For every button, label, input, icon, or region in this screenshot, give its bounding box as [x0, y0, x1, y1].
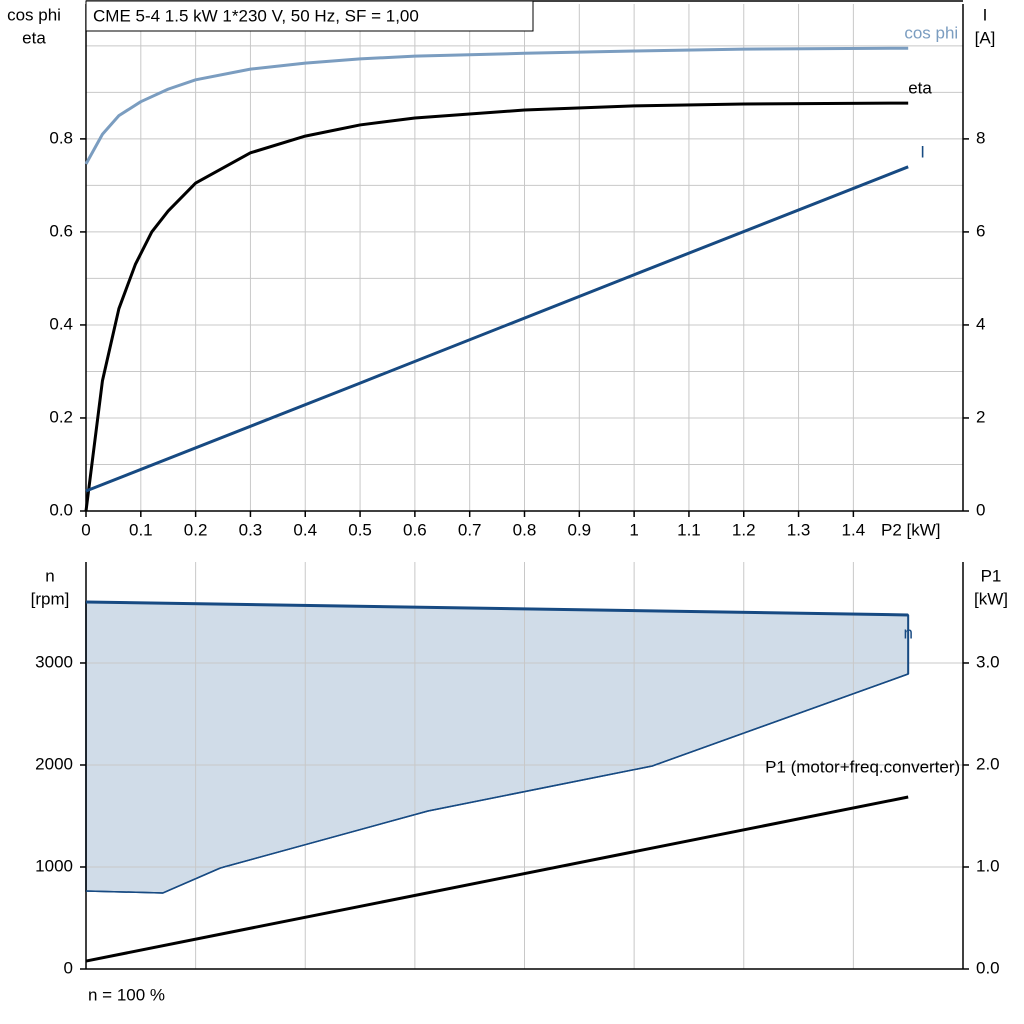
x-tick-label: 0.1	[129, 520, 153, 539]
x-tick-label: 1.4	[842, 520, 866, 539]
y-tick-label: 0.8	[49, 128, 73, 147]
y-tick-label: 3000	[35, 652, 73, 671]
y2-tick-label: 1.0	[976, 856, 1000, 875]
annotation: n = 100 %	[88, 985, 165, 1004]
x-axis-label: P2 [kW]	[881, 520, 941, 539]
x-tick-label: 0.8	[513, 520, 537, 539]
x-tick-label: 1.2	[732, 520, 756, 539]
title-box	[85, 0, 534, 32]
y-tick-label: 0.2	[49, 407, 73, 426]
y2-axis-label: P1	[981, 566, 1002, 585]
x-tick-label: 0.9	[567, 520, 591, 539]
y2-axis-label: [A]	[975, 28, 996, 47]
y2-tick-label: 3.0	[976, 652, 1000, 671]
y2-axis-label: [kW]	[974, 589, 1008, 608]
y-tick-label: 2000	[35, 754, 73, 773]
series-line	[85, 795, 909, 963]
y-axis-label: [rpm]	[31, 589, 70, 608]
series-line	[85, 600, 909, 617]
x-tick-label: 0.5	[348, 520, 372, 539]
y2-tick-label: 2	[976, 407, 985, 426]
x-tick-label: 0.7	[458, 520, 482, 539]
series-label: cos phi	[904, 24, 958, 43]
y-tick-label: 0	[64, 958, 73, 977]
y-tick-label: 0.4	[49, 314, 73, 333]
y-axis-label: cos phi	[7, 5, 61, 24]
y-axis-label: eta	[22, 28, 46, 47]
y2-tick-label: 8	[976, 128, 985, 147]
series-line	[84, 101, 909, 512]
y2-tick-label: 4	[976, 314, 985, 333]
range-area	[85, 601, 909, 894]
y2-tick-label: 0.0	[976, 958, 1000, 977]
series-label: eta	[908, 79, 932, 98]
y2-tick-label: 0	[976, 500, 985, 519]
series-line	[85, 165, 909, 493]
y-axis-label: n	[45, 566, 54, 585]
x-tick-label: 0.4	[293, 520, 317, 539]
x-tick-label: 1.1	[677, 520, 701, 539]
y2-axis-label: I	[983, 5, 988, 24]
x-tick-label: 1	[629, 520, 638, 539]
series-line	[85, 673, 909, 894]
y2-tick-label: 2.0	[976, 754, 1000, 773]
y-tick-label: 0.6	[49, 221, 73, 240]
y-tick-label: 0.0	[49, 500, 73, 519]
y2-tick-label: 6	[976, 221, 985, 240]
x-tick-label: 1.3	[787, 520, 811, 539]
x-tick-label: 0	[81, 520, 90, 539]
series-label: P1 (motor+freq.converter)	[765, 758, 960, 777]
y-tick-label: 1000	[35, 856, 73, 875]
x-tick-label: 0.2	[184, 520, 208, 539]
x-tick-label: 0.3	[239, 520, 263, 539]
x-tick-label: 0.6	[403, 520, 427, 539]
series-line	[84, 46, 909, 165]
series-label: I	[920, 142, 925, 161]
chart-title: CME 5-4 1.5 kW 1*230 V, 50 Hz, SF = 1,00	[93, 6, 419, 25]
